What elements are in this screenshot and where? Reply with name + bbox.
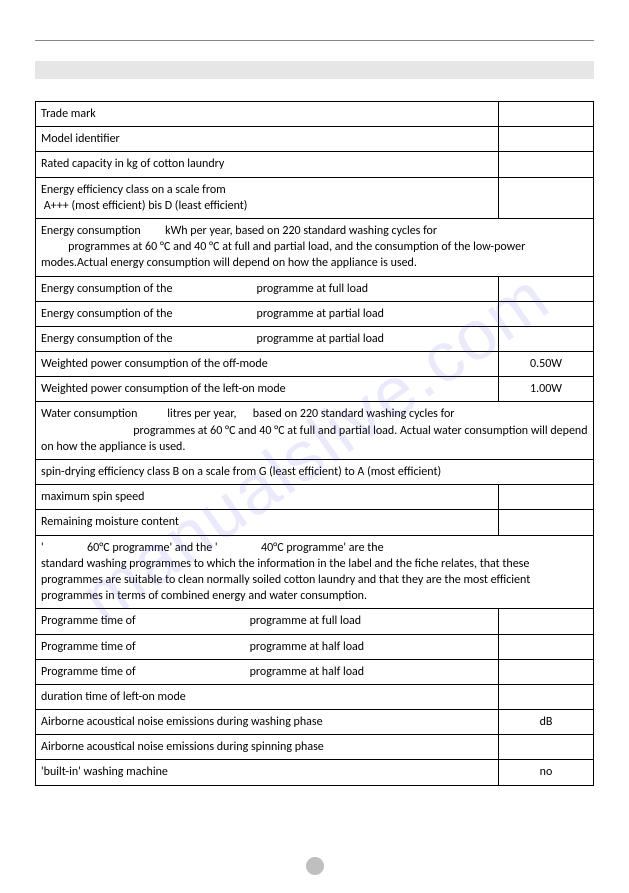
- row-label: Model identifier: [36, 127, 499, 152]
- row-label: Programme time of programme at half load: [36, 659, 499, 684]
- table-row: Energy efficiency class on a scale from …: [36, 177, 594, 218]
- row-value: [499, 301, 594, 326]
- row-value: dB: [499, 710, 594, 735]
- row-label: Rated capacity in kg of cotton laundry: [36, 152, 499, 177]
- row-value: [499, 152, 594, 177]
- table-row: Energy consumption of the programme at p…: [36, 326, 594, 351]
- table-row: Weighted power consumption of the left-o…: [36, 377, 594, 402]
- table-row: duration time of left-on mode: [36, 684, 594, 709]
- header-bar: [35, 61, 594, 79]
- row-span-text: ' 60°C programme' and the ' 40°C program…: [36, 535, 594, 609]
- row-label: Airborne acoustical noise emissions duri…: [36, 735, 499, 760]
- table-row: ' 60°C programme' and the ' 40°C program…: [36, 535, 594, 609]
- row-label: Trade mark: [36, 102, 499, 127]
- table-row: Model identifier: [36, 127, 594, 152]
- row-label: Weighted power consumption of the off-mo…: [36, 352, 499, 377]
- table-row: 'built-in' washing machineno: [36, 760, 594, 785]
- row-label: Airborne acoustical noise emissions duri…: [36, 710, 499, 735]
- table-row: Rated capacity in kg of cotton laundry: [36, 152, 594, 177]
- row-label: Weighted power consumption of the left-o…: [36, 377, 499, 402]
- table-row: Remaining moisture content: [36, 510, 594, 535]
- row-value: [499, 634, 594, 659]
- table-row: Programme time of programme at half load: [36, 634, 594, 659]
- row-label: Energy consumption of the programme at p…: [36, 301, 499, 326]
- row-value: [499, 276, 594, 301]
- row-value: no: [499, 760, 594, 785]
- row-label: maximum spin speed: [36, 485, 499, 510]
- table-row: Energy consumption of the programme at f…: [36, 276, 594, 301]
- row-value: [499, 684, 594, 709]
- table-row: Programme time of programme at half load: [36, 659, 594, 684]
- table-row: Airborne acoustical noise emissions duri…: [36, 735, 594, 760]
- table-row: Airborne acoustical noise emissions duri…: [36, 710, 594, 735]
- page-indicator-dot: [306, 857, 324, 875]
- row-span-text: Energy consumption kWh per year, based o…: [36, 218, 594, 276]
- row-label: 'built-in' washing machine: [36, 760, 499, 785]
- product-fiche-table: Trade markModel identifierRated capacity…: [35, 101, 594, 786]
- row-label: Programme time of programme at half load: [36, 634, 499, 659]
- table-row: Water consumption litres per year, based…: [36, 402, 594, 460]
- row-label: Programme time of programme at full load: [36, 609, 499, 634]
- row-label: Remaining moisture content: [36, 510, 499, 535]
- table-row: Energy consumption of the programme at p…: [36, 301, 594, 326]
- row-value: [499, 485, 594, 510]
- row-value: 0.50W: [499, 352, 594, 377]
- table-row: spin-drying efficiency class B on a scal…: [36, 460, 594, 485]
- table-row: Programme time of programme at full load: [36, 609, 594, 634]
- row-label: Energy consumption of the programme at f…: [36, 276, 499, 301]
- row-span-text: spin-drying efficiency class B on a scal…: [36, 460, 594, 485]
- row-value: [499, 102, 594, 127]
- row-value: [499, 609, 594, 634]
- row-value: [499, 326, 594, 351]
- row-value: [499, 177, 594, 218]
- row-value: [499, 659, 594, 684]
- row-label: Energy efficiency class on a scale from …: [36, 177, 499, 218]
- table-row: Weighted power consumption of the off-mo…: [36, 352, 594, 377]
- row-label: duration time of left-on mode: [36, 684, 499, 709]
- row-value: 1.00W: [499, 377, 594, 402]
- table-row: Energy consumption kWh per year, based o…: [36, 218, 594, 276]
- row-label: Energy consumption of the programme at p…: [36, 326, 499, 351]
- table-row: maximum spin speed: [36, 485, 594, 510]
- header-rule: [35, 40, 594, 41]
- table-row: Trade mark: [36, 102, 594, 127]
- row-value: [499, 510, 594, 535]
- row-span-text: Water consumption litres per year, based…: [36, 402, 594, 460]
- row-value: [499, 735, 594, 760]
- row-value: [499, 127, 594, 152]
